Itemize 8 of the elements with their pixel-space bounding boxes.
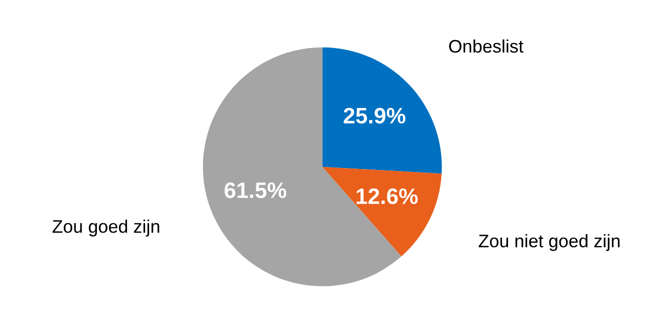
pie-slice: [322, 166, 442, 256]
data-label: 12.6%: [356, 188, 418, 204]
pie-slice: [322, 47, 442, 174]
slice-label: Zou niet goed zijn: [478, 234, 620, 251]
slice-label: Onbeslist: [449, 39, 524, 53]
data-label: 25.9%: [344, 108, 406, 124]
slice-label: Zou goed zijn: [52, 220, 160, 236]
data-label: 61.5%: [224, 182, 286, 198]
